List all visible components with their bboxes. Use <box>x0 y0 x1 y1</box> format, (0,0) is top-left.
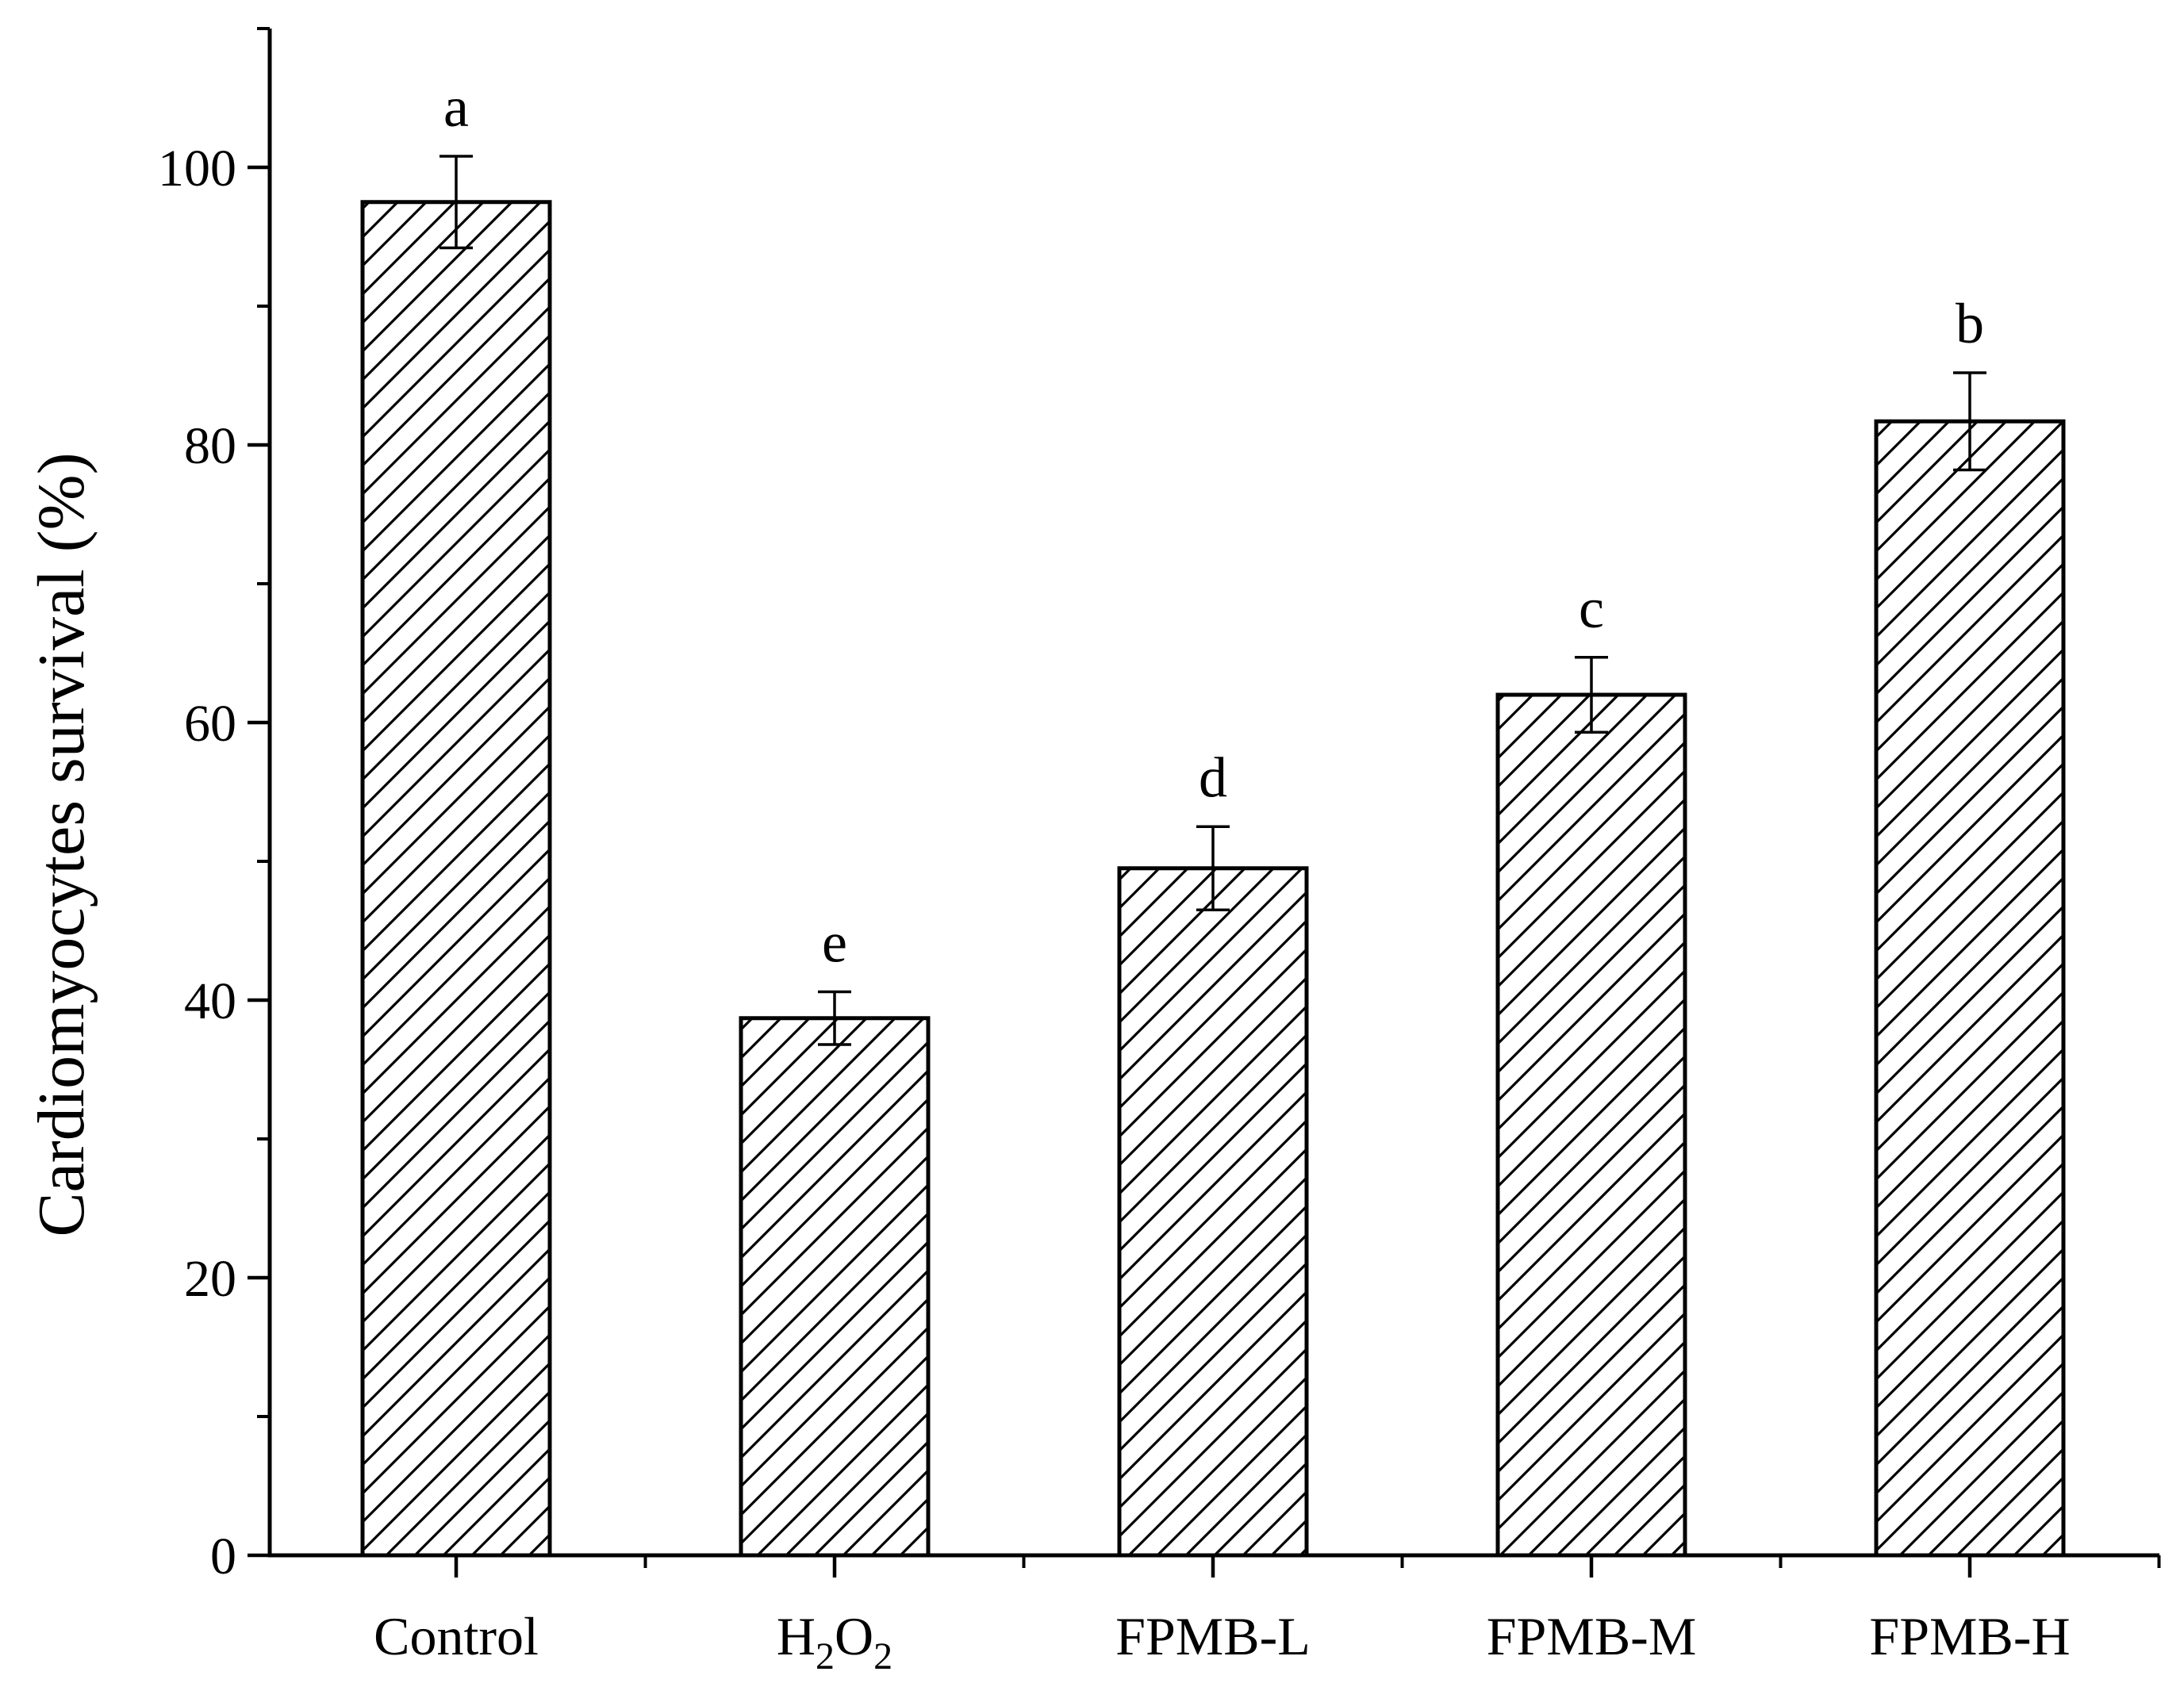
labels-layer: a Control e H2O2 d FPMB-L c FPMB-M b FPMB-H 0 20 40 6… <box>158 75 2071 1677</box>
significance-label-2: d <box>1199 746 1227 809</box>
bar-2 <box>1117 866 1309 1558</box>
x-tick-label-3: FPMB-M <box>1487 1606 1697 1666</box>
significance-label-4: b <box>1956 292 1984 355</box>
bar-3 <box>1495 692 1687 1558</box>
axes-layer <box>248 27 2161 1578</box>
y-tick-label-5: 100 <box>158 140 236 197</box>
bar-4 <box>1874 419 2066 1558</box>
x-tick-label-2: FPMB-L <box>1115 1606 1311 1666</box>
y-tick-label-0: 0 <box>210 1528 236 1585</box>
x-tick-label-0: Control <box>374 1606 539 1666</box>
significance-label-1: e <box>822 911 847 975</box>
y-tick-label-1: 20 <box>184 1250 236 1308</box>
y-tick-label-3: 60 <box>184 695 236 753</box>
bar-0 <box>360 200 552 1558</box>
bar-1 <box>739 1016 931 1558</box>
y-axis-title: Cardiomyocytes survival (%) <box>25 452 98 1236</box>
error-bars-layer <box>439 155 1986 1046</box>
significance-label-0: a <box>443 75 469 139</box>
x-tick-label-4: FPMB-H <box>1869 1606 2070 1666</box>
y-tick-label-2: 40 <box>184 972 236 1030</box>
significance-label-3: c <box>1579 577 1604 640</box>
x-tick-label-1: H2O2 <box>777 1606 892 1677</box>
y-tick-label-4: 80 <box>184 417 236 475</box>
